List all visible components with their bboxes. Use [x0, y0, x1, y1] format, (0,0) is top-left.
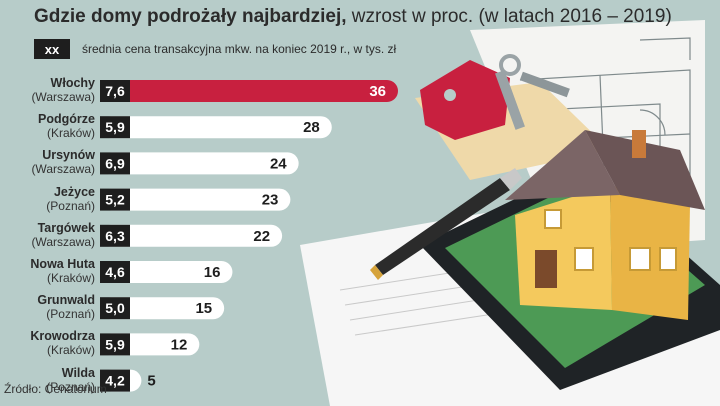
price-box-5 — [100, 261, 130, 283]
city-name: (Poznań) — [46, 307, 95, 322]
price-box-6 — [100, 297, 130, 320]
value-label-4: 22 — [253, 228, 270, 245]
price-label-0: 7,6 — [105, 83, 125, 99]
price-box-7 — [100, 333, 130, 356]
price-box-4 — [100, 224, 130, 247]
price-label-6: 5,0 — [105, 300, 125, 316]
city-name: (Warszawa) — [31, 234, 95, 249]
chart-title: Gdzie domy podrożały najbardziej, — [34, 6, 347, 27]
price-box-8 — [100, 369, 130, 392]
value-label-2: 24 — [270, 155, 287, 172]
city-name: (Kraków) — [46, 343, 95, 358]
value-label-8: 5 — [147, 373, 155, 390]
bar-4 — [100, 224, 283, 247]
legend-box: xx — [34, 39, 70, 59]
price-label-4: 6,3 — [105, 228, 125, 244]
price-box-0 — [100, 80, 130, 102]
category-label-5: Nowa Huta (Kraków) — [0, 257, 95, 285]
category-label-6: Grunwald (Poznań) — [0, 293, 95, 321]
district-name: Krowodrza — [30, 329, 95, 344]
city-name: (Warszawa) — [31, 90, 95, 104]
city-name: (Warszawa) — [31, 162, 95, 177]
district-name: Wilda — [61, 365, 95, 380]
category-label-8: Wilda (Poznań) — [0, 366, 95, 394]
district-name: Podgórze — [38, 112, 95, 127]
district-name: Włochy — [50, 76, 95, 90]
value-label-3: 23 — [262, 192, 279, 209]
district-name: Targówek — [37, 220, 95, 235]
district-name: Ursynów — [42, 148, 95, 163]
city-name: (Kraków) — [46, 271, 95, 285]
price-label-7: 5,9 — [105, 336, 125, 352]
district-name: Nowa Huta — [30, 257, 95, 271]
value-label-1: 28 — [303, 119, 320, 136]
category-label-7: Krowodrza (Kraków) — [0, 329, 95, 357]
district-name: Jeżyce — [53, 184, 95, 199]
bar-0 — [100, 80, 398, 102]
category-label-1: Podgórze (Kraków) — [0, 112, 95, 140]
bar-6 — [100, 297, 225, 320]
legend-text: średnia cena transakcyjna mkw. na koniec… — [82, 42, 397, 56]
category-label-2: Ursynów (Warszawa) — [0, 148, 95, 176]
chart-title-row: Gdzie domy podrożały najbardziej, wzrost… — [34, 6, 714, 32]
house-icon — [505, 130, 705, 320]
chart-subtitle: wzrost w proc. (w latach 2016 – 2019) — [351, 6, 672, 27]
bar-3 — [100, 188, 291, 211]
value-label-5: 16 — [204, 264, 221, 281]
city-name: (Poznań) — [46, 379, 95, 394]
pen-icon — [370, 168, 522, 280]
bar-1 — [100, 116, 332, 139]
value-label-0: 36 — [369, 83, 386, 100]
price-box-1 — [100, 116, 130, 139]
bar-2 — [100, 152, 299, 175]
illustration — [300, 20, 720, 406]
price-label-5: 4,6 — [105, 264, 125, 280]
bar-5 — [100, 261, 233, 283]
value-label-6: 15 — [195, 300, 212, 317]
price-box-2 — [100, 152, 130, 175]
price-box-3 — [100, 188, 130, 211]
city-name: (Kraków) — [46, 126, 95, 141]
price-label-2: 6,9 — [105, 155, 125, 171]
value-label-7: 12 — [171, 336, 188, 353]
key-icon — [420, 54, 570, 140]
source-note: Źródło: Cenatorium — [4, 382, 107, 396]
district-name: Grunwald — [37, 293, 95, 308]
price-label-1: 5,9 — [105, 119, 125, 135]
category-label-4: Targówek (Warszawa) — [0, 221, 95, 249]
price-label-8: 4,2 — [105, 373, 125, 389]
legend: xx średnia cena transakcyjna mkw. na kon… — [34, 38, 396, 60]
city-name: (Poznań) — [46, 198, 95, 213]
category-label-3: Jeżyce (Poznań) — [0, 185, 95, 213]
bars-layer: 7,6 36 5,9 28 6,9 24 5,2 23 6,3 22 4,6 16 5,0 15 5,9 12… — [100, 80, 398, 392]
price-label-3: 5,2 — [105, 192, 125, 208]
category-label-0: Włochy (Warszawa) — [0, 76, 95, 104]
